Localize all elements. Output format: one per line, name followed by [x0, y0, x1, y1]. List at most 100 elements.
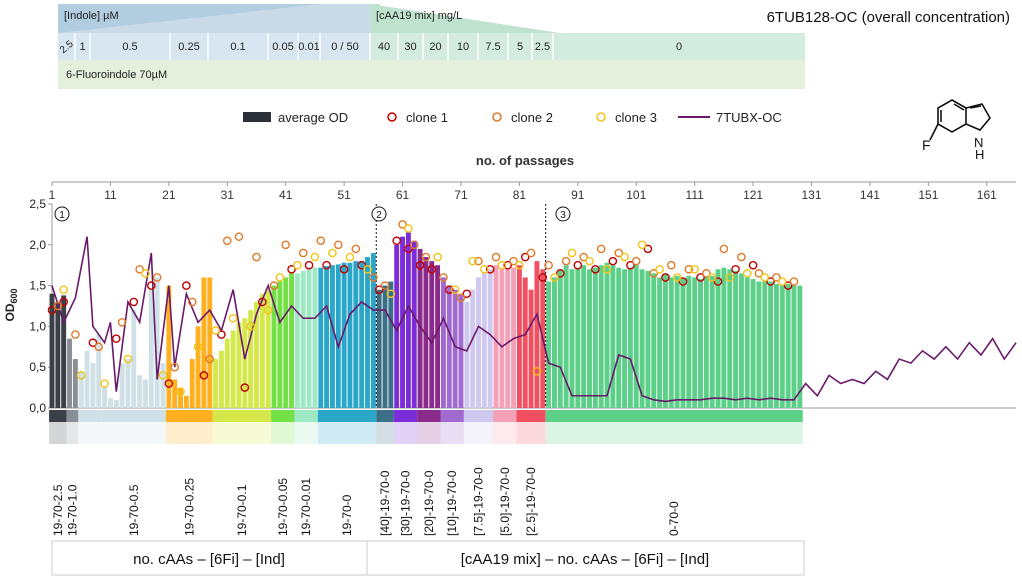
clone-point [684, 264, 694, 274]
clone-point [135, 264, 144, 274]
od-bar [744, 277, 750, 408]
od-bar [388, 281, 394, 408]
stage-band-fade [294, 422, 318, 444]
molecule-f-label: F [922, 137, 931, 153]
clone-point [129, 297, 139, 307]
stage-band [212, 410, 272, 422]
od-bar [405, 232, 411, 408]
clone-point [468, 256, 477, 266]
clone-point [298, 248, 308, 258]
clone-point [409, 240, 419, 250]
concentration-cell: 0.25 [178, 41, 199, 53]
stage-label: [2.5]-19-70-0 [524, 467, 538, 536]
clone-point [433, 252, 442, 262]
clone-point [293, 260, 302, 270]
od-bar [464, 301, 470, 408]
stage-label: 19-70-1.0 [65, 484, 79, 536]
stage-band-fade [49, 422, 67, 444]
od-bar [452, 289, 458, 408]
clone-point [94, 342, 104, 352]
clone-point [164, 379, 174, 388]
od-bar [119, 363, 125, 408]
od-bar [102, 387, 108, 408]
clone-point [766, 277, 775, 286]
clone-point [631, 256, 641, 266]
od-bar [762, 281, 768, 408]
clone-point [789, 277, 799, 286]
od-bar [125, 359, 131, 408]
clone-point [310, 252, 320, 262]
od-bar [587, 269, 592, 408]
od-bar [750, 279, 756, 408]
y-tick-label: 0,5 [29, 360, 46, 374]
stage-band-fade [271, 422, 295, 444]
od-bar [633, 265, 639, 408]
stage-label: 19-70-0.1 [235, 484, 249, 536]
y-axis-title: OD600 [3, 288, 19, 321]
molecule-h-label: H [975, 147, 984, 162]
chart-title: 6TUB128-OC (overall concentration) [767, 9, 1010, 26]
clone-point [585, 256, 594, 266]
pyrrole-ring [965, 103, 991, 131]
clone-point [649, 269, 659, 278]
od-bar [67, 338, 72, 408]
stage-label: 19-70-0.25 [182, 478, 196, 536]
clone-point [666, 260, 676, 270]
stage-band [78, 410, 102, 422]
stage-band-fade [78, 422, 102, 444]
clone-point [754, 269, 764, 278]
od-bar [242, 318, 248, 408]
benzene-double-bond-2 [953, 103, 965, 111]
stage-band [545, 410, 803, 422]
stage-band-fade [463, 422, 494, 444]
clone-point [217, 330, 226, 339]
x-tick-label: 21 [162, 188, 176, 202]
clone-point [187, 297, 197, 307]
od-bar [178, 387, 183, 408]
od-bar [785, 283, 791, 408]
od-bar [698, 279, 703, 408]
clone-point [252, 252, 261, 262]
stage-label: [20]-19-70-0 [422, 470, 436, 536]
clone-point [748, 260, 758, 270]
od-bar [645, 270, 651, 408]
fluoro-bond [929, 123, 939, 141]
clone-point [147, 281, 156, 290]
legend-clone3: clone 3 [615, 110, 657, 125]
stage-band [393, 410, 418, 422]
stage-label: [40]-19-70-0 [378, 470, 392, 536]
stage-band [317, 410, 377, 422]
molecule-n-label: N [974, 135, 983, 150]
phase-marker [54, 206, 70, 222]
clone-point [421, 252, 431, 262]
phase-label: 1 [59, 210, 65, 221]
od-bar [668, 277, 674, 408]
od-bar [236, 322, 242, 408]
bottom-right-label: [cAA19 mix] – no. cAAs – [6Fi] – [Ind] [461, 551, 709, 568]
clone-point [333, 240, 343, 250]
clone-point [304, 260, 314, 270]
legend-clone1-marker [387, 112, 397, 122]
od-bar [195, 326, 201, 408]
od-bar [487, 269, 493, 408]
od-bar [557, 269, 563, 408]
clone-point [263, 305, 273, 315]
clone-point [59, 297, 68, 307]
od-bar [248, 310, 254, 408]
od-bar [230, 330, 236, 408]
clone-point [59, 285, 68, 294]
clone-point [620, 252, 629, 262]
y-tick-label: 2,0 [29, 238, 46, 252]
clone-point [246, 322, 255, 331]
clone-point [544, 260, 553, 270]
x-tick-label: 111 [686, 188, 705, 202]
od-bar [592, 267, 598, 408]
clone-point [778, 277, 787, 286]
caa-wedge [370, 4, 560, 33]
legend-average-od: average OD [278, 110, 348, 125]
od-bar [481, 273, 487, 408]
od-bar [411, 240, 417, 408]
stage-band [165, 410, 213, 422]
clone-point [503, 260, 513, 270]
